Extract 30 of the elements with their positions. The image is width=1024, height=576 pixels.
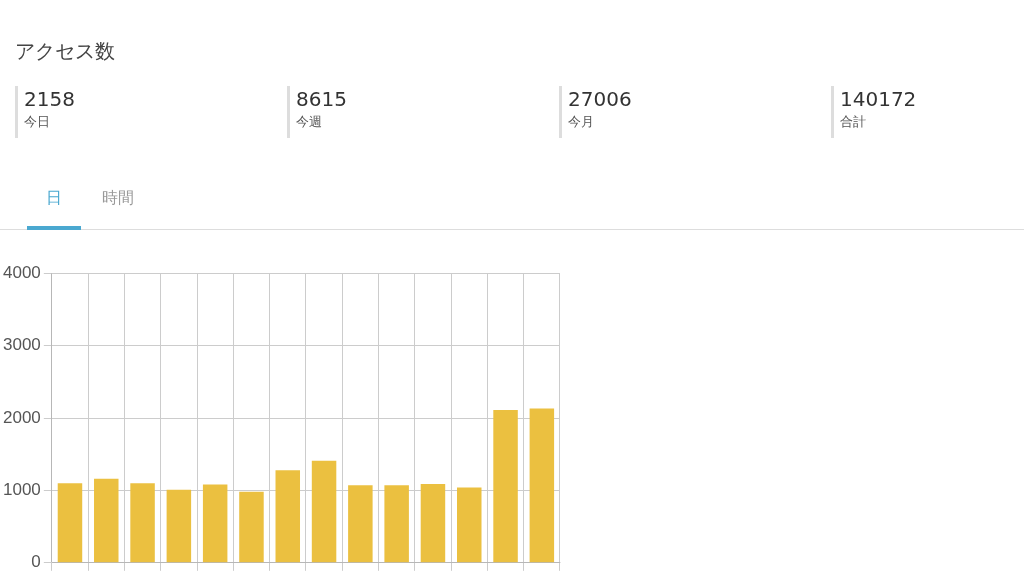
text: 8615	[296, 86, 347, 112]
bar	[239, 491, 264, 563]
text: 2158	[24, 86, 75, 112]
bar	[202, 484, 228, 563]
bar	[94, 478, 119, 563]
bar	[275, 470, 301, 563]
bar	[166, 489, 192, 563]
text: 140172	[840, 86, 917, 112]
y-tick-label: 0	[31, 552, 41, 572]
text: 日	[27, 188, 81, 230]
bar	[457, 487, 482, 563]
y-tick-label: 4000	[2, 262, 41, 282]
y-tick-label: 3000	[2, 335, 41, 355]
bar	[493, 410, 518, 563]
bar	[348, 485, 373, 563]
bar	[529, 408, 555, 563]
text: 今月	[568, 113, 595, 131]
text: 合計	[840, 113, 867, 131]
bar	[420, 483, 446, 563]
bar	[57, 483, 83, 563]
text: アクセス数	[15, 38, 115, 65]
y-tick-label: 2000	[2, 407, 41, 427]
text: 今週	[296, 113, 323, 131]
text: 今日	[24, 113, 51, 131]
bar	[311, 460, 337, 563]
text: 時間	[101, 188, 135, 209]
y-tick-label: 1000	[2, 480, 41, 500]
bar	[130, 483, 155, 563]
text: 27006	[568, 86, 632, 112]
bar	[384, 485, 409, 563]
